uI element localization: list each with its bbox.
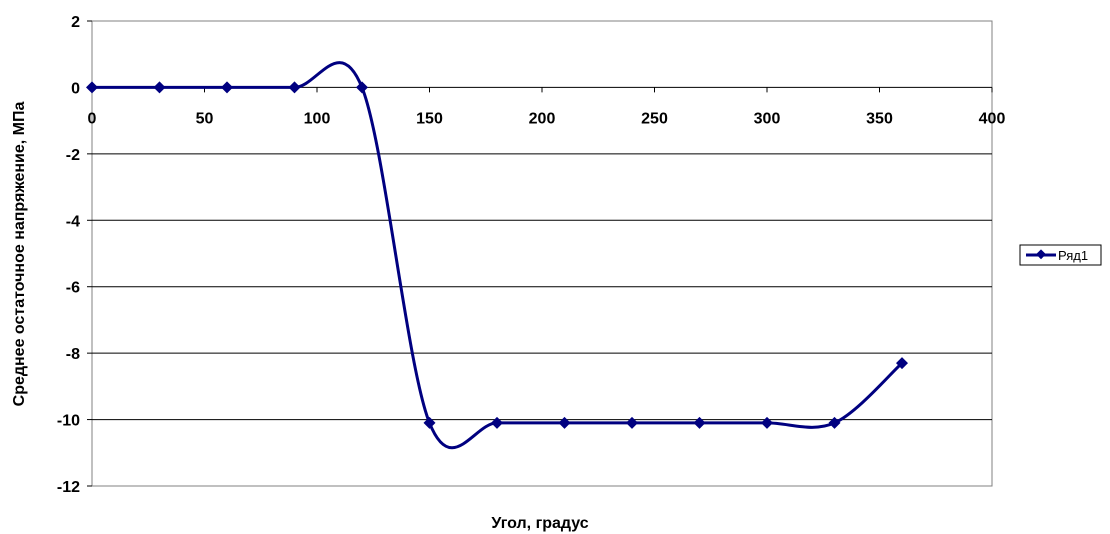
legend-marker-icon — [1036, 249, 1046, 260]
data-point-7 — [558, 416, 571, 429]
plot-area — [91, 20, 993, 487]
data-point-3 — [288, 81, 301, 94]
y-tick-label-0: 2 — [71, 14, 80, 31]
data-point-5 — [423, 416, 436, 429]
y-tick-labels: 2 0 -2 -4 -6 -8 -10 -12 — [57, 14, 80, 496]
data-point-10 — [761, 416, 773, 429]
data-point-9 — [693, 416, 706, 429]
y-tick-label-7: -12 — [57, 479, 80, 496]
y-tick-label-5: -8 — [66, 346, 80, 363]
data-point-2 — [221, 81, 233, 94]
x-tick-label-5: 250 — [641, 110, 668, 127]
x-tick-label-8: 400 — [979, 110, 1006, 127]
data-point-8 — [626, 416, 638, 429]
data-point-4 — [356, 81, 368, 94]
data-point-1 — [153, 81, 166, 94]
x-tick-label-4: 200 — [529, 110, 556, 127]
y-axis-title: Среднее остаточное напряжение, МПа — [11, 102, 28, 407]
y-tick-label-1: 0 — [71, 80, 80, 97]
legend-label: Ряд1 — [1058, 248, 1088, 263]
x-tick-label-1: 50 — [196, 110, 214, 127]
x-tick-label-2: 100 — [304, 110, 331, 127]
y-tick-label-6: -10 — [57, 413, 80, 430]
series-layer — [86, 61, 908, 450]
data-point-6 — [491, 416, 503, 429]
x-tick-label-6: 300 — [754, 110, 781, 127]
data-point-11 — [828, 416, 841, 429]
legend: Ряд1 — [1019, 244, 1102, 266]
legend-box — [1019, 244, 1102, 266]
x-tick-label-0: 0 — [88, 110, 97, 127]
data-point-12 — [896, 357, 908, 370]
series-line-0 — [92, 61, 904, 450]
x-axis-title: Угол, градус — [491, 515, 588, 532]
x-tick-label-7: 350 — [866, 110, 893, 127]
data-point-0 — [86, 81, 98, 94]
y-tick-label-3: -4 — [66, 213, 80, 230]
x-tick-labels: 0 50 100 150 200 250 300 350 400 — [88, 110, 1006, 127]
y-tick-label-2: -2 — [66, 147, 80, 164]
x-tick-label-3: 150 — [416, 110, 443, 127]
y-tick-label-4: -6 — [66, 280, 80, 297]
